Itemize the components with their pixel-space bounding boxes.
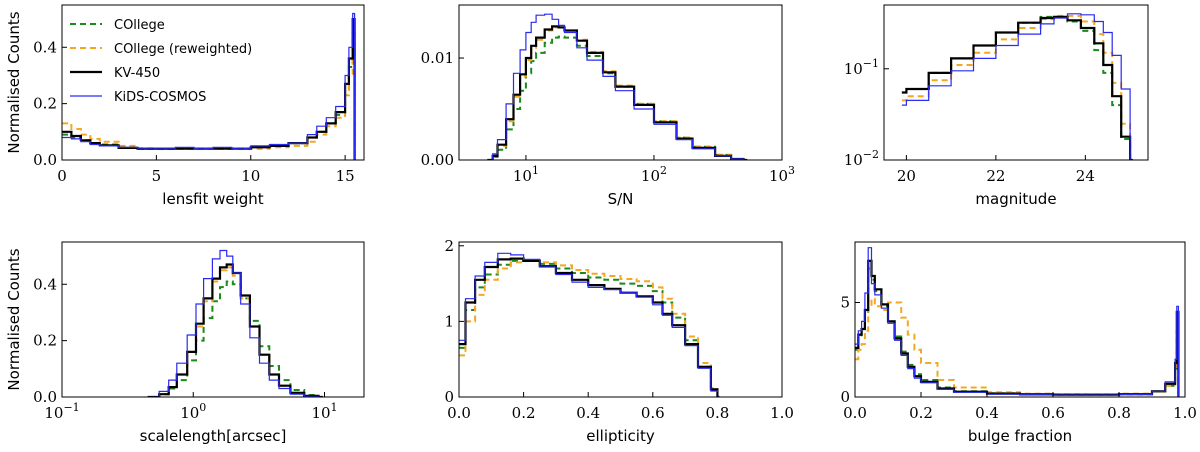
x-axis-label: ellipticity <box>586 427 655 445</box>
series-bulge-kids-cosmos <box>855 247 1179 397</box>
x-tick-label: 0.6 <box>1041 404 1065 422</box>
y-tick-label: 0.0 <box>33 388 57 406</box>
x-tick-label: 0.2 <box>909 404 933 422</box>
x-tick-label: 5 <box>152 167 162 185</box>
panel-scalelength: 10−1 100 1010.00.20.4scalelength[arcsec]No… <box>5 241 365 445</box>
x-tick-label: 0.2 <box>512 404 536 422</box>
y-tick-label: 0 <box>444 388 454 406</box>
y-tick-label: 0.01 <box>421 49 454 67</box>
axes-frame <box>883 4 1149 161</box>
y-tick-label: 0.2 <box>33 332 57 350</box>
x-tick-label: 101 <box>311 401 337 422</box>
y-tick-label: 0.2 <box>33 95 57 113</box>
series-scalelength-kv-450 <box>147 263 323 397</box>
x-tick-label: 10 <box>241 167 260 185</box>
panel-ellipticity: 0.0 0.2 0.4 0.6 0.8 1.0 0 1 2 ellipticity <box>444 237 793 445</box>
series-lensfit-kv-450 <box>62 18 356 160</box>
series-bulge-college <box>855 267 1180 397</box>
series-magnitude-college <box>901 15 1133 160</box>
y-tick-label: 1 <box>444 312 454 330</box>
legend: COllege COllege (reweighted) KV-450 KiDS-CO… <box>70 18 252 105</box>
panel-lensfit: 0 5 10 15 0.0 0.2 0.4 lensfit weight Normalised … <box>5 4 365 208</box>
y-axis-label: Normalised Counts <box>5 11 23 153</box>
legend-label: KV-450 <box>114 66 160 81</box>
x-tick-label: 0 <box>57 167 67 185</box>
legend-label: COllege <box>114 18 165 33</box>
x-tick-label: 15 <box>336 167 355 185</box>
y-tick-label: 5 <box>840 293 850 311</box>
x-tick-label: 0.8 <box>1107 404 1131 422</box>
series-scalelength-college-reweighted <box>147 266 323 397</box>
panel-magnitude: 20 22 24 10−2 10−1 magnitude <box>844 4 1149 208</box>
y-tick-label: 10−2 <box>844 148 879 169</box>
x-axis-label: scalelength[arcsec] <box>140 427 287 445</box>
panel-sn: 101 102 103 0.00 0.01 S/N <box>421 4 795 208</box>
series-lensfit-college-reweighted <box>62 46 356 160</box>
x-tick-label: 0.6 <box>641 404 665 422</box>
legend-label: COllege (reweighted) <box>114 42 252 57</box>
series-magnitude-college-reweighted <box>901 14 1133 160</box>
y-tick-label: 10−1 <box>844 57 879 78</box>
x-tick-label: 100 <box>180 401 206 422</box>
y-tick-label: 0.00 <box>421 151 454 169</box>
axes-frame <box>458 4 783 161</box>
series-ellipticity-kv-450 <box>459 257 720 397</box>
axes-frame <box>61 4 365 161</box>
series-bulge-kv-450 <box>855 259 1180 397</box>
x-axis-label: lensfit weight <box>162 190 264 208</box>
x-tick-label: 0.4 <box>975 404 999 422</box>
y-tick-label: 0 <box>840 388 850 406</box>
axes-frame <box>854 241 1186 398</box>
x-axis-label: S/N <box>608 190 634 208</box>
legend-label: KiDS-COSMOS <box>114 90 206 105</box>
series-ellipticity-college-reweighted <box>459 259 720 397</box>
x-tick-label: 101 <box>513 164 539 185</box>
x-axis-label: magnitude <box>975 190 1056 208</box>
series-scalelength-college <box>147 280 323 397</box>
x-tick-label: 1.0 <box>1173 404 1197 422</box>
series-sn-kids-cosmos <box>487 13 748 160</box>
panel-bulge: 0.0 0.2 0.4 0.6 0.8 1.0 0 5 bulge fraction <box>840 241 1197 445</box>
y-tick-label: 0.4 <box>33 275 57 293</box>
x-tick-label: 22 <box>986 167 1005 185</box>
series-scalelength-kids-cosmos <box>147 249 323 397</box>
series-magnitude-kids-cosmos <box>901 13 1133 160</box>
x-axis-label: bulge fraction <box>968 427 1072 445</box>
x-tick-label: 0.8 <box>705 404 729 422</box>
y-tick-label: 2 <box>444 237 454 255</box>
x-tick-label: 20 <box>897 167 916 185</box>
x-tick-label: 102 <box>641 164 667 185</box>
y-tick-label: 0.0 <box>33 151 57 169</box>
axes-frame <box>61 241 365 398</box>
series-magnitude-kv-450 <box>901 15 1133 160</box>
x-tick-label: 0.0 <box>447 404 471 422</box>
y-axis-label: Normalised Counts <box>5 248 23 390</box>
axes-frame <box>458 241 783 398</box>
x-tick-label: 24 <box>1076 167 1095 185</box>
series-ellipticity-kids-cosmos <box>459 252 720 397</box>
x-tick-label: 0.0 <box>843 404 867 422</box>
y-tick-label: 0.4 <box>33 38 57 56</box>
series-lensfit-kids-cosmos <box>62 12 356 160</box>
x-tick-label: 103 <box>769 164 795 185</box>
x-tick-label: 0.4 <box>576 404 600 422</box>
series-bulge-college-reweighted <box>855 297 1180 397</box>
x-tick-label: 1.0 <box>770 404 794 422</box>
series-sn-college <box>487 35 748 160</box>
